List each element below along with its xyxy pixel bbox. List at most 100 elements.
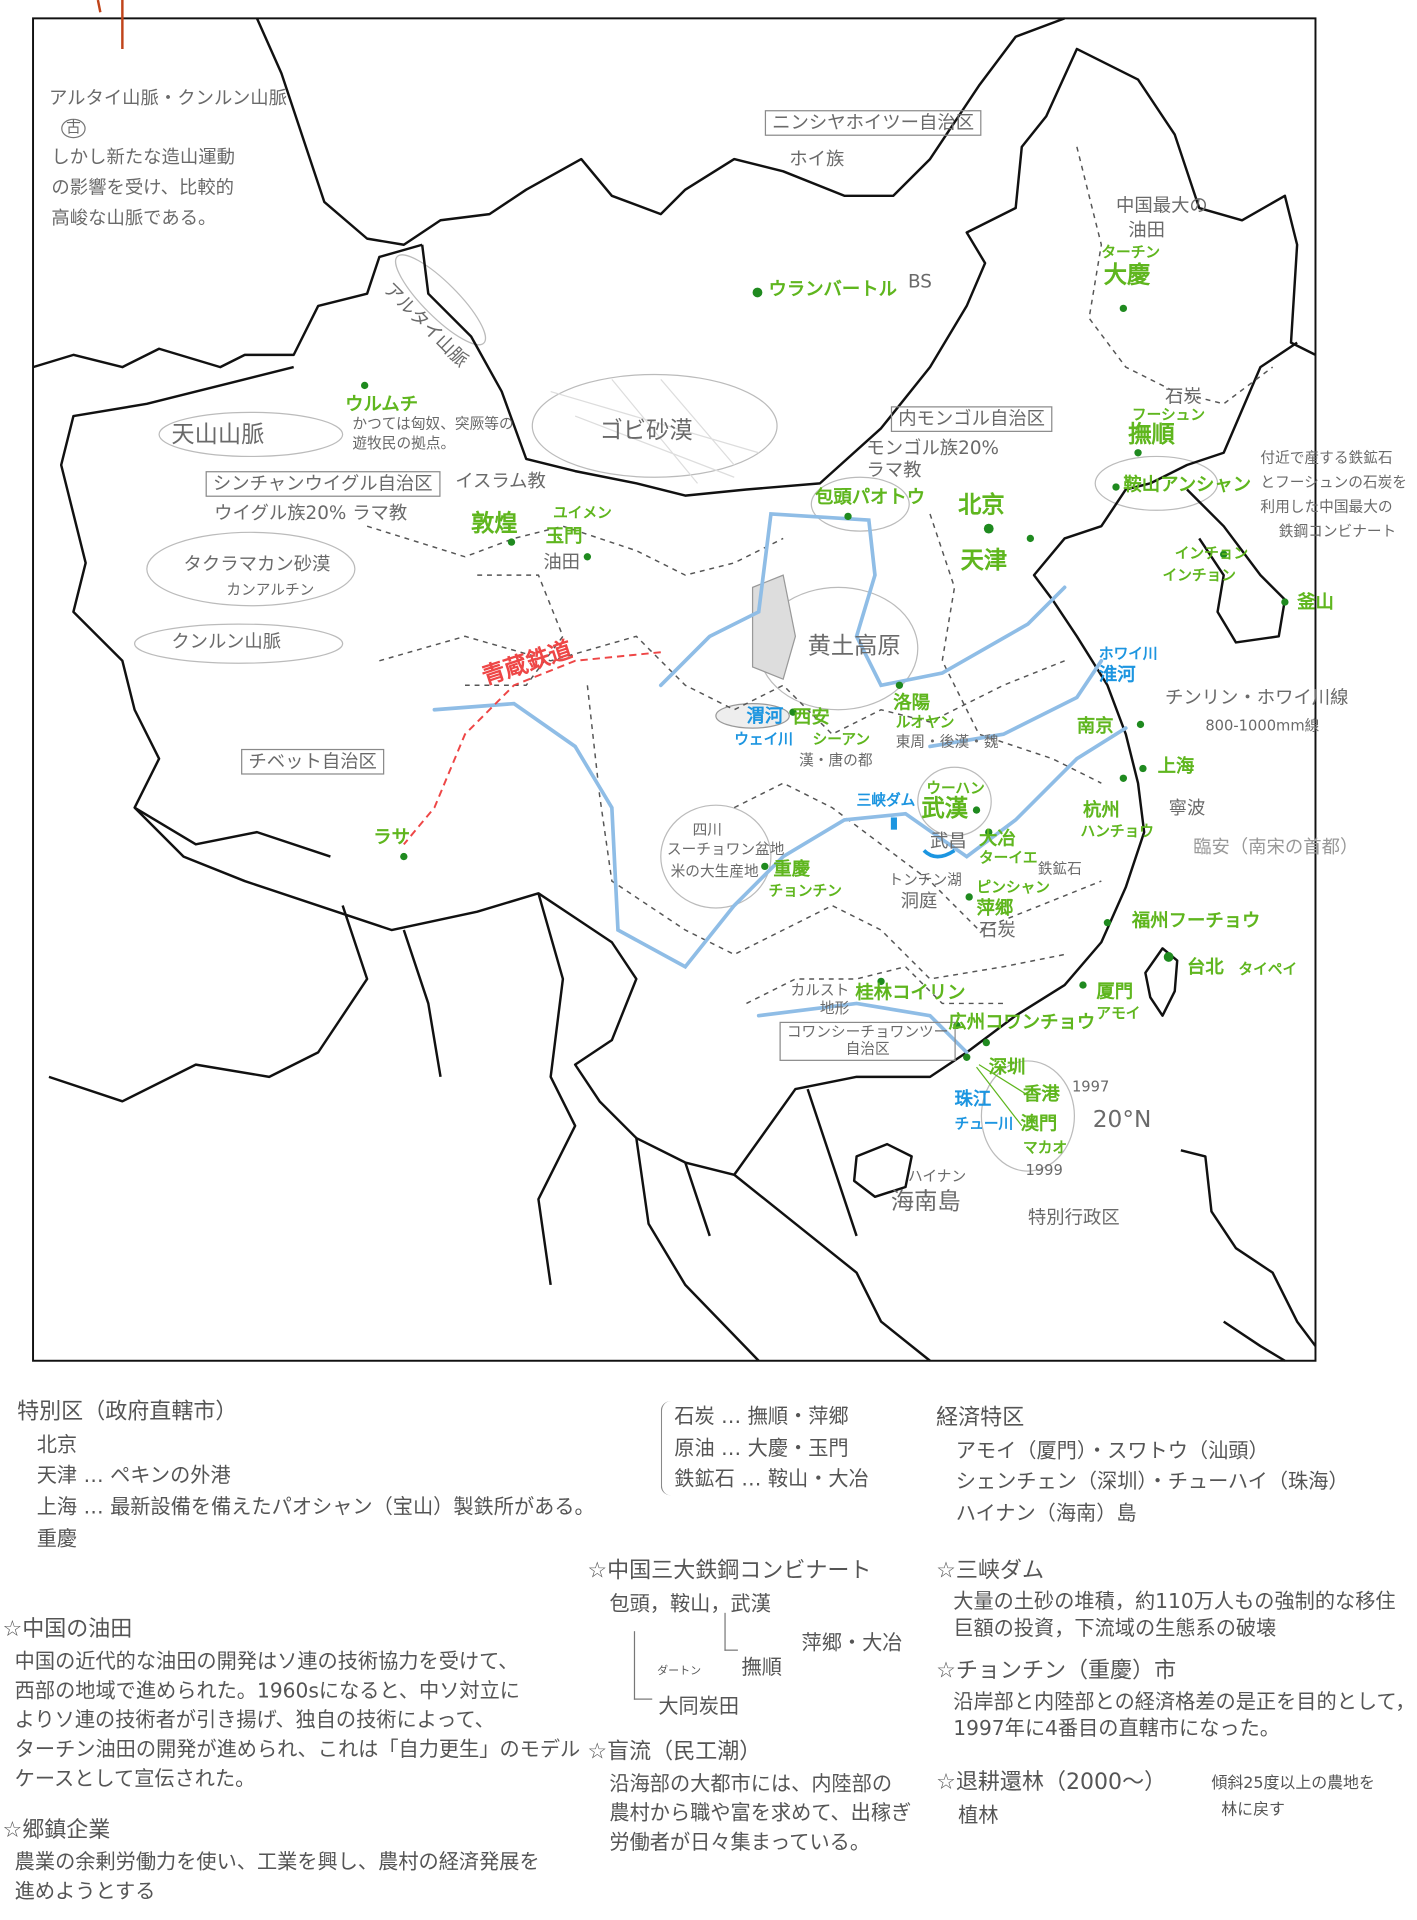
daye-kana: ターイエ [978, 849, 1038, 867]
mountain-note-line: しかし新たな造山運動 [51, 145, 235, 168]
wuhan-kana: ウーハン [926, 779, 985, 797]
note-line: 鉄鉱石 … 鞍山・大冶 [674, 1467, 869, 1491]
yumen-label: 玉門 [545, 524, 583, 547]
guangzhou-label: 広州コワンチョウ [948, 1010, 1096, 1033]
urumqi-note: かつては匈奴、突厥等の [352, 414, 514, 432]
fushun-label: 撫順 [1128, 420, 1175, 448]
urumqi-dot [360, 381, 369, 390]
ulaanbaatar-dot [752, 287, 763, 298]
note-title: ☆盲流（民工潮） [587, 1738, 762, 1765]
hainan-kana: ハイナン [907, 1167, 967, 1185]
dongting-kana: トンチン湖 [888, 871, 962, 889]
shanghai-dot [1139, 764, 1147, 773]
note-line: 沿海部の大都市には、内陸部の [609, 1771, 893, 1796]
mongol-label: モンゴル族20% [866, 436, 999, 459]
anshan-note: 利用した中国最大の [1260, 498, 1393, 516]
fuzhou-label: 福州フーチョウ [1131, 909, 1261, 932]
note-line: よりソ連の技術者が引き揚げ、独自の技術によって、 [14, 1707, 495, 1732]
philippines-outline [1180, 1149, 1317, 1362]
dunhuang-dot [507, 538, 516, 546]
resources-note: 石炭 … 撫順・萍郷 原油 … 大慶・玉門 鉄鉱石 … 鞍山・大冶 [660, 1401, 869, 1495]
reforestation-aside: 傾斜25度以上の農地を 林に戻す [1211, 1771, 1374, 1825]
latitude-label: 20°N [1092, 1106, 1152, 1134]
macau-label: 澳門 [1020, 1112, 1058, 1135]
macau-dot [963, 1053, 971, 1061]
note-line: 原油 … 大慶・玉門 [674, 1436, 849, 1460]
three-gorges-label: 三峡ダム [856, 791, 916, 809]
steel-wuhan-source: 萍郷・大冶 [801, 1631, 903, 1655]
hangzhou-dot [1119, 774, 1128, 782]
three-gorges-dam-mark [890, 817, 897, 830]
pingxiang-kana: ピンシャン [976, 878, 1050, 896]
daqing-kana: ターチン [1101, 243, 1161, 261]
lama-label: ラマ教 [866, 458, 922, 481]
sez-note: 経済特区 アモイ（厦門）・スワトウ（汕頭） シェンチェン（深圳）・チューハイ（珠… [936, 1401, 1349, 1529]
note-line: 中国の近代的な油田の開発はソ連の技術協力を受けて、 [14, 1649, 519, 1673]
daye-dot [985, 828, 993, 836]
note-line: 進めようとする [14, 1879, 156, 1903]
note-line: 沿岸部と内陸部との経済格差の是正を目的として， [953, 1689, 1416, 1714]
red-pen-marks [96, 0, 124, 49]
qinling-huaihe-line-label: チンリン・ホワイ川線 [1164, 686, 1349, 709]
tianshan-ellipse [158, 411, 344, 458]
steel-note: ☆中国三大鉄鋼コンビナート 包頭，鞍山，武漢 [587, 1554, 871, 1619]
anshan-label: 鞍山アンシャン [1123, 473, 1252, 496]
steel-bracket [633, 1631, 653, 1700]
note-line: 巨額の投資，下流域の生態系の破壊 [953, 1616, 1277, 1640]
huaihe-kana: ホワイ川 [1098, 644, 1158, 663]
anshan-note: とフーシュンの石炭を [1260, 473, 1407, 491]
sichuan-note: スーチョワン盆地 [666, 840, 785, 858]
note-line: 天津 … ペキンの外港 [36, 1464, 231, 1488]
qingzang-railway [403, 651, 661, 845]
mountain-note-title: アルタイ山脈・クンルン山脈 [48, 86, 288, 109]
anshan-ellipse [1094, 455, 1219, 511]
daqing-note: 油田 [1128, 219, 1165, 242]
reforestation-note: ☆退耕還林（2000～） 植林 [936, 1766, 1166, 1831]
yumen-dot [583, 553, 592, 561]
steel-cities: 包頭，鞍山，武漢 [609, 1591, 771, 1616]
wuchang-label: 武昌 [930, 829, 967, 852]
kunlun-ellipse [133, 623, 344, 664]
note-line: 大量の土砂の堆積，約110万人もの強制的な移住 [953, 1589, 1396, 1613]
altai-ellipse [394, 254, 487, 346]
guilin-dot [877, 977, 885, 986]
taiwan-outline [1144, 947, 1179, 1017]
note-line: 農村から職や富を求めて、出稼ぎ [609, 1801, 912, 1825]
baotou-ellipse [810, 476, 910, 532]
note-title: ☆郷鎮企業 [2, 1817, 111, 1843]
anshan-note: 鉄鋼コンビナート [1278, 522, 1397, 540]
baotou-dot [844, 512, 852, 521]
incheon-kana: インチョン [1174, 544, 1249, 562]
hongkong-label: 香港 [1023, 1082, 1060, 1106]
pingxiang-coal: 石炭 [978, 918, 1016, 942]
karst-label: カルスト [790, 981, 850, 999]
gobi-hatch [531, 373, 778, 478]
hainan-label: 海南島 [890, 1188, 961, 1216]
coastline [965, 341, 1298, 1054]
islam-label: イスラム教 [455, 469, 546, 492]
steel-anshan-source: 撫順 [741, 1655, 782, 1679]
tibet-label: チベット自治区 [241, 748, 385, 775]
south-asia-borders [48, 806, 577, 1286]
note-line: 植林 [958, 1803, 999, 1827]
wuhan-dot [972, 806, 981, 814]
coal-label: 石炭 [1164, 385, 1202, 408]
ningbo-label: 寧波 [1168, 796, 1206, 819]
note-line: 農業の余剰労働力を使い、工業を興し、農村の経済発展を [14, 1850, 540, 1874]
old-mountain-mark: 古 [61, 118, 86, 139]
note-title: 特別区（政府直轄市） [17, 1398, 238, 1425]
note-line: 1997年に4番目の直轄市になった。 [953, 1717, 1280, 1741]
migration-note: ☆盲流（民工潮） 沿海部の大都市には、内陸部の 農村から職や富を求めて、出稼ぎ … [587, 1735, 911, 1857]
note-title: ☆チョンチン（重慶）市 [936, 1658, 1177, 1684]
anshan-dot [1112, 483, 1120, 491]
taklamakan-label: タクラマカン砂漠 [183, 553, 331, 576]
macau-year: 1999 [1025, 1161, 1063, 1179]
map-frame [32, 17, 1317, 1362]
hk-macau-leaders [976, 1064, 1029, 1127]
daqing-dot [1119, 304, 1128, 313]
xiamen-label: 厦門 [1096, 980, 1134, 1003]
note-line: アモイ（厦門）・スワトウ（汕頭） [955, 1438, 1269, 1463]
city-dots [360, 287, 1289, 1061]
ulaanbaatar-label: ウランバートル [768, 277, 897, 300]
